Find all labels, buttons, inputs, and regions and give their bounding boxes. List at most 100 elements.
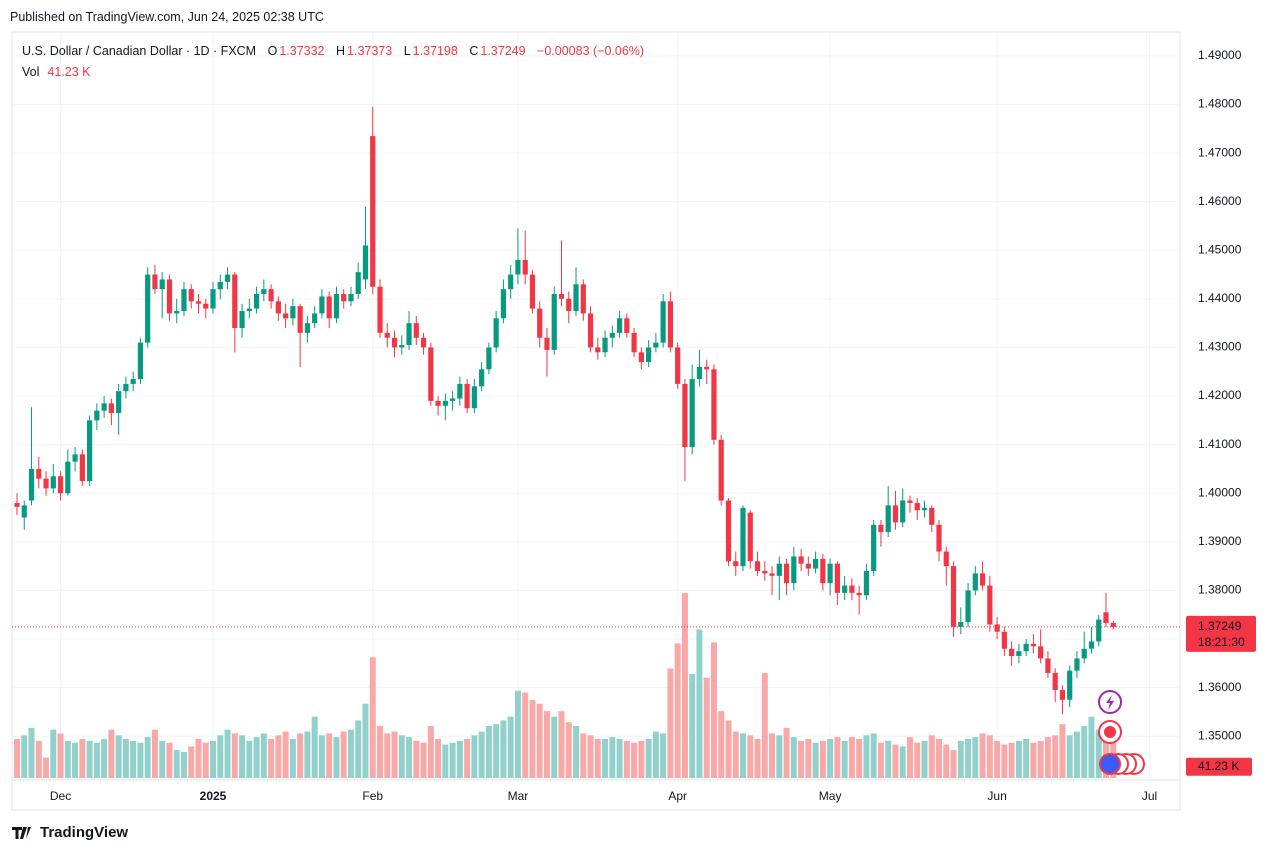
volume-bar	[906, 737, 913, 778]
volume-bar	[464, 738, 471, 778]
volume-bar	[347, 729, 354, 778]
volume-bar	[703, 677, 710, 778]
candle-body	[210, 289, 216, 309]
candle-body	[616, 318, 623, 333]
volume-bar	[841, 740, 848, 778]
candle-body	[181, 289, 187, 312]
ohlc-value: 1.37332	[279, 44, 325, 58]
candle-body	[595, 347, 601, 353]
volume-bar	[318, 735, 325, 778]
candle-body	[631, 332, 637, 353]
event-icon[interactable]	[1099, 753, 1121, 775]
volume-value: 41.23 K	[47, 65, 91, 79]
volume-bar	[1081, 725, 1088, 778]
volume-bar	[391, 731, 398, 778]
brand-name: TradingView	[40, 824, 129, 841]
volume-bar	[122, 738, 129, 778]
candle-body	[769, 573, 775, 576]
volume-bar	[435, 738, 442, 778]
volume-bar	[834, 737, 841, 778]
volume-bar	[369, 657, 376, 778]
volume-bar	[551, 716, 558, 778]
candle-body	[776, 563, 782, 576]
candle-body	[319, 296, 325, 314]
volume-bar	[812, 742, 819, 778]
candle-body	[820, 558, 826, 584]
volume-bar	[195, 738, 202, 778]
volume-bar	[580, 733, 587, 778]
candle-body	[885, 505, 891, 533]
candle-body	[813, 558, 819, 569]
volume-bar	[986, 735, 993, 778]
change: −0.00083 (−0.06%)	[537, 44, 645, 58]
volume-pane	[14, 593, 1117, 778]
candle-body	[442, 400, 448, 406]
candle-body	[232, 274, 238, 329]
volume-bar	[420, 742, 427, 778]
x-tick-label: 2025	[200, 789, 227, 803]
candle-body	[791, 556, 797, 584]
candle-body	[217, 281, 223, 290]
volume-bar	[936, 738, 943, 778]
volume-bar	[79, 738, 86, 778]
candle-body	[551, 294, 557, 350]
candle-body	[609, 332, 615, 338]
volume-bar	[260, 733, 267, 778]
volume-bar	[1001, 744, 1008, 778]
candle-body	[914, 502, 920, 511]
volume-bar	[333, 737, 340, 778]
volume-bar	[565, 722, 572, 778]
candle-body	[1103, 612, 1109, 623]
candle-body	[747, 512, 753, 562]
candle-body	[558, 294, 565, 299]
ohlc-value: 1.37198	[412, 44, 458, 58]
ohlc-key: O	[267, 44, 278, 58]
candle-body	[21, 505, 27, 518]
candle-body	[892, 505, 899, 523]
volume-bar	[427, 725, 434, 778]
candle-body	[384, 332, 390, 338]
x-tick-label: Apr	[668, 789, 687, 803]
volume-bar	[877, 742, 884, 778]
candle-body	[108, 403, 114, 414]
candle-body	[878, 524, 884, 533]
candle-body	[907, 500, 913, 503]
candle-body	[602, 337, 608, 353]
candle-body	[624, 318, 630, 333]
y-tick-label: 1.45000	[1198, 242, 1242, 256]
candle-body	[783, 563, 790, 584]
volume-bar	[870, 733, 877, 778]
y-tick-label: 1.48000	[1198, 97, 1242, 111]
volume-bar	[885, 740, 892, 778]
candle-body	[166, 279, 173, 314]
candle-body	[87, 420, 93, 482]
volume-bar	[130, 740, 137, 778]
candle-body	[152, 274, 158, 290]
candle-body	[420, 337, 427, 348]
volume-bar	[1088, 716, 1095, 778]
candle-body	[587, 313, 594, 348]
symbol[interactable]: U.S. Dollar / Canadian Dollar · 1D · FXC…	[22, 44, 257, 58]
x-tick-label: Mar	[508, 789, 529, 803]
candle-body	[290, 306, 296, 319]
candle-body	[921, 507, 928, 511]
legend-row: U.S. Dollar / Canadian Dollar · 1D · FXC…	[22, 44, 646, 58]
candle-body	[1074, 658, 1080, 671]
volume-bar	[514, 690, 521, 778]
candle-body	[348, 294, 354, 302]
volume-bar	[144, 737, 151, 778]
y-tick-label: 1.43000	[1198, 340, 1242, 354]
y-tick-label: 1.39000	[1198, 534, 1242, 548]
volume-bar	[623, 740, 630, 778]
volume-bar	[848, 737, 855, 778]
candle-body	[261, 289, 267, 295]
candle-body	[950, 566, 957, 627]
volume-bar	[921, 740, 928, 778]
lightning-icon	[1106, 695, 1114, 710]
volume-bar	[43, 757, 50, 778]
candle-body	[72, 454, 78, 462]
candle-body	[500, 289, 507, 319]
candle-body	[116, 391, 122, 414]
candle-body	[1001, 631, 1007, 649]
